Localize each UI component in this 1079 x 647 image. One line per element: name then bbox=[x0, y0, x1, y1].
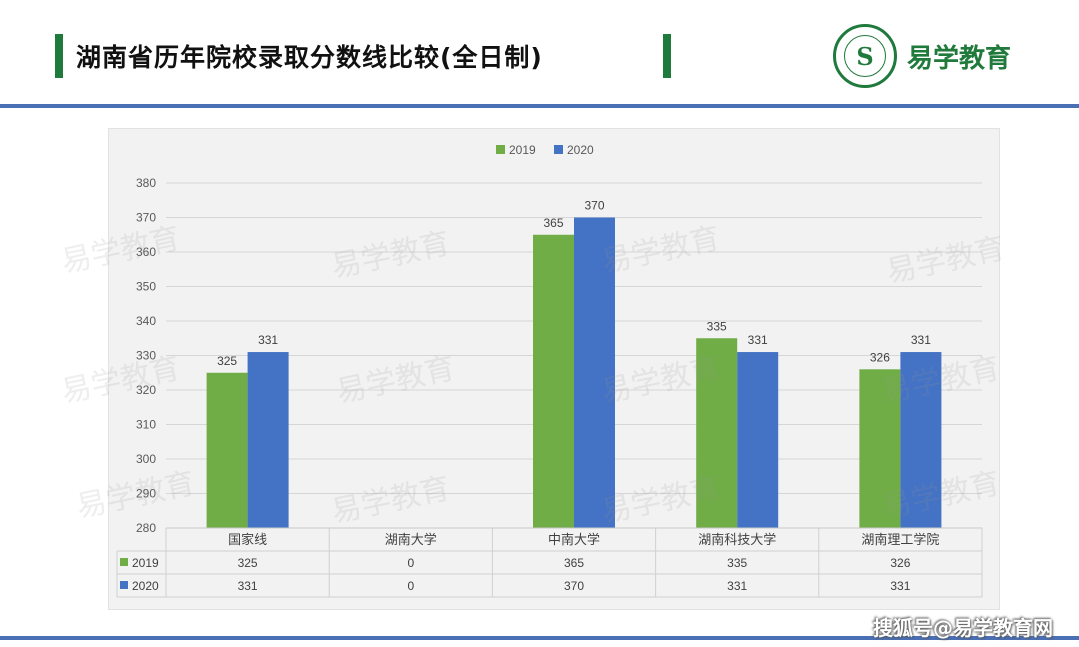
table-cell: 365 bbox=[564, 556, 584, 570]
table-cell: 370 bbox=[564, 579, 584, 593]
top-divider bbox=[0, 104, 1079, 108]
table-cell: 326 bbox=[890, 556, 910, 570]
brand-logo-icon: S bbox=[833, 24, 897, 88]
page-title: 湖南省历年院校录取分数线比较(全日制) bbox=[76, 43, 543, 72]
bar bbox=[696, 338, 738, 528]
y-tick-label: 340 bbox=[136, 314, 156, 328]
bar bbox=[859, 369, 901, 528]
x-tick-label: 湖南科技大学 bbox=[698, 532, 776, 548]
legend-swatch bbox=[554, 145, 563, 154]
table-cell: 325 bbox=[238, 556, 258, 570]
y-tick-label: 360 bbox=[136, 245, 156, 259]
table-cell: 0 bbox=[407, 556, 414, 570]
y-tick-label: 330 bbox=[136, 349, 156, 363]
y-tick-label: 300 bbox=[136, 452, 156, 466]
title-accent-left bbox=[55, 34, 63, 78]
y-tick-label: 290 bbox=[136, 487, 156, 501]
bar bbox=[737, 352, 779, 528]
title-accent-right bbox=[663, 34, 671, 78]
y-tick-label: 350 bbox=[136, 280, 156, 294]
bar bbox=[533, 234, 574, 528]
x-tick-label: 湖南大学 bbox=[385, 532, 437, 548]
table-row-label: 2020 bbox=[132, 579, 159, 593]
y-tick-label: 280 bbox=[136, 521, 156, 535]
y-tick-label: 320 bbox=[136, 383, 156, 397]
data-label: 331 bbox=[748, 333, 768, 347]
table-cell: 335 bbox=[727, 556, 747, 570]
data-label: 331 bbox=[911, 333, 931, 347]
y-tick-label: 370 bbox=[136, 211, 156, 225]
bar-chart: 280 290 300 310 320 330 340 350 360 370 380 2019 202… bbox=[116, 143, 983, 598]
table-cell: 0 bbox=[407, 579, 414, 593]
footer-credit: 搜狐号@易学教育网 bbox=[873, 616, 1053, 640]
brand-name: 易学教育 bbox=[907, 44, 1012, 74]
x-tick-label: 湖南理工学院 bbox=[861, 532, 939, 548]
data-label: 326 bbox=[870, 350, 890, 364]
x-tick-label: 国家线 bbox=[228, 532, 267, 548]
logo-emblem-icon: S bbox=[844, 35, 886, 77]
legend-label: 2019 bbox=[509, 143, 536, 157]
data-label: 331 bbox=[258, 333, 278, 347]
table-row-label: 2019 bbox=[132, 556, 159, 570]
data-label: 335 bbox=[707, 319, 727, 333]
header-bar: 湖南省历年院校录取分数线比较(全日制) S 易学教育 bbox=[0, 0, 1079, 104]
table-legend-key bbox=[120, 558, 128, 566]
x-tick-label: 中南大学 bbox=[548, 532, 600, 548]
table-cell: 331 bbox=[238, 579, 258, 593]
bottom-divider bbox=[0, 636, 1079, 640]
legend-label: 2020 bbox=[567, 143, 594, 157]
table-legend-key bbox=[120, 581, 128, 589]
bar bbox=[206, 372, 248, 528]
bar bbox=[574, 217, 615, 528]
table-cell: 331 bbox=[890, 579, 910, 593]
legend-swatch bbox=[496, 145, 505, 154]
chart-area: 280 290 300 310 320 330 340 350 360 370 380 2019 202… bbox=[108, 128, 1000, 610]
data-label: 365 bbox=[543, 216, 563, 230]
y-tick-label: 310 bbox=[136, 418, 156, 432]
table-cell: 331 bbox=[727, 579, 747, 593]
y-tick-label: 380 bbox=[136, 176, 156, 190]
bar bbox=[247, 352, 289, 528]
data-label: 370 bbox=[584, 199, 604, 213]
data-label: 325 bbox=[217, 354, 237, 368]
bar bbox=[900, 352, 942, 528]
